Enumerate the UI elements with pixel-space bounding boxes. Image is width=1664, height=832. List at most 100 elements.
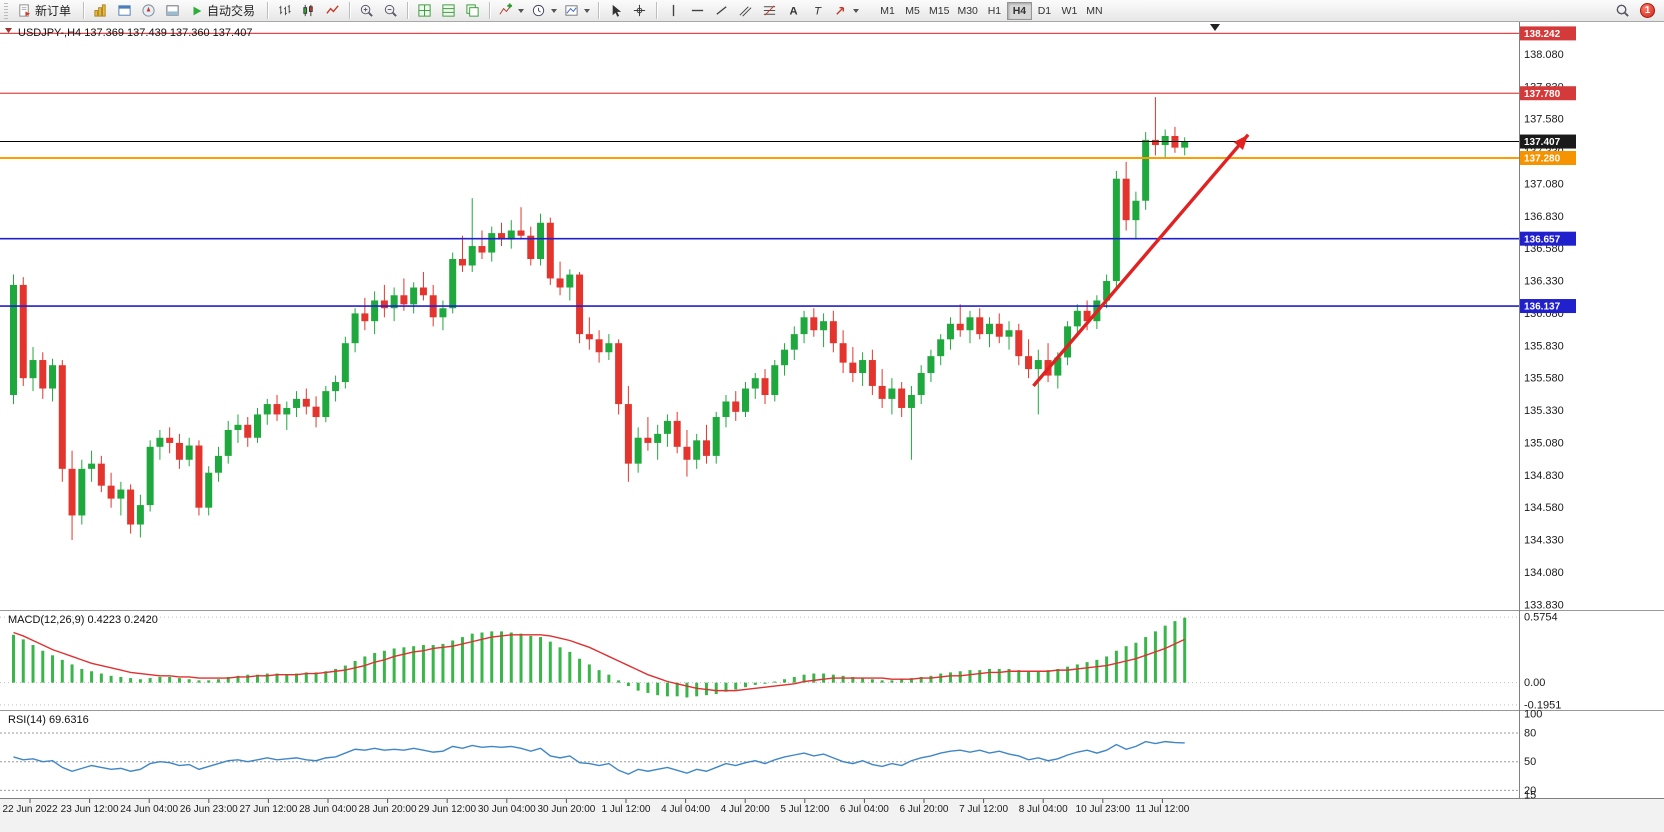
candle [498,233,505,240]
new-order-button[interactable]: 新订单 [12,1,78,21]
fibonacci-button[interactable] [758,1,781,21]
price-tick-label: 134.330 [1524,535,1564,547]
time-label: 30 Jun 20:00 [537,804,595,815]
candle [341,343,349,383]
trendline-icon [714,3,729,18]
timeframe-h1-button[interactable]: H1 [982,2,1007,20]
text-label-icon: T [810,3,825,18]
trendline-button[interactable] [710,1,733,21]
terminal-button[interactable] [161,1,184,21]
templates-button[interactable] [561,1,593,21]
candle [1054,357,1062,376]
candlestick-button[interactable] [297,1,320,21]
macd-histogram-bar [1183,617,1187,683]
candle [839,343,847,363]
search-button[interactable] [1611,1,1634,21]
horizontal-line-button[interactable] [686,1,709,21]
candle [1103,281,1111,301]
autotrade-button[interactable]: 自动交易 [185,1,262,21]
separator [598,2,600,19]
candle [312,406,320,418]
tile-horizontal-button[interactable] [437,1,460,21]
price-tick-label: 135.080 [1524,437,1564,449]
cascade-windows-button[interactable] [461,1,484,21]
fibonacci-icon [762,3,777,18]
trend-arrow[interactable] [1032,133,1250,388]
candle [302,398,310,407]
timeframe-m30-button[interactable]: M30 [953,2,981,20]
vertical-line-button[interactable] [662,1,685,21]
macd-histogram-bar [1173,621,1177,683]
zoom-out-button[interactable] [379,1,402,21]
macd-histogram-bar [402,647,406,683]
tile-windows-button[interactable] [413,1,436,21]
candle [995,323,1003,337]
macd-histogram-bar [919,676,923,683]
toolbar-drag-handle[interactable] [4,2,8,19]
arrows-button[interactable] [830,1,862,21]
text-label-button[interactable]: T [806,1,829,21]
text-button[interactable]: A [782,1,805,21]
market-watch-icon [93,3,108,18]
line-chart-button[interactable] [321,1,344,21]
periods-button[interactable] [528,1,560,21]
candle [576,274,584,335]
timeframe-m15-button[interactable]: M15 [925,2,953,20]
candle [683,446,691,460]
candle [380,300,388,309]
price-line-label-box [1520,299,1576,314]
candle [351,313,359,344]
macd-histogram-bar [968,670,972,683]
candle [1181,141,1189,148]
macd-histogram-bar [861,678,865,683]
macd-histogram-bar [1124,646,1128,683]
timeframe-d1-button[interactable]: D1 [1032,2,1057,20]
macd-histogram-bar [80,668,84,683]
channel-button[interactable] [734,1,757,21]
candle [39,360,47,389]
macd-histogram-bar [363,656,367,683]
market-watch-button[interactable] [89,1,112,21]
trend-arrow-head[interactable] [1233,134,1249,150]
timeframe-m1-button[interactable]: M1 [875,2,900,20]
time-label: 23 Jun 12:00 [61,804,119,815]
macd-signal-line [13,631,1185,692]
candle [107,485,115,499]
separator [349,2,351,19]
chart-shift-marker[interactable] [1210,24,1220,31]
timeframe-mn-button[interactable]: MN [1082,2,1107,20]
notification-badge[interactable]: 1 [1640,3,1655,18]
new-order-icon [17,3,32,18]
timeframe-h4-button[interactable]: H4 [1006,1,1032,20]
time-label: 11 Jul 12:00 [1136,804,1190,815]
crosshair-button[interactable] [628,1,651,21]
macd-histogram-bar [636,682,640,691]
periods-clock-icon [531,3,546,18]
price-line-label-box [1520,231,1576,246]
macd-histogram-bar [695,682,699,697]
search-icon [1615,3,1630,18]
cursor-button[interactable] [604,1,627,21]
navigator-button[interactable] [137,1,160,21]
data-window-button[interactable] [113,1,136,21]
indicators-button[interactable] [495,1,527,21]
macd-histogram-bar [1163,625,1167,683]
macd-histogram-bar [334,668,338,683]
time-label: 1 Jul 12:00 [602,804,651,815]
chart-menu-icon[interactable] [5,28,12,33]
macd-histogram-bar [187,679,191,683]
macd-histogram-bar [490,631,494,683]
timeframe-w1-button[interactable]: W1 [1057,2,1082,20]
rsi-line [13,740,1185,775]
candle [410,287,418,305]
toolbar: 新订单 自动交易 A T [0,0,1664,22]
candle [663,420,671,434]
cursor-icon [608,3,623,18]
timeframe-m5-button[interactable]: M5 [900,2,925,20]
chart-canvas[interactable]: 138.080137.830137.580137.330137.080136.8… [0,22,1664,832]
candle [68,468,76,516]
cascade-windows-icon [465,3,480,18]
price-tick-label: 133.830 [1524,599,1564,611]
bar-chart-button[interactable] [273,1,296,21]
zoom-in-button[interactable] [355,1,378,21]
